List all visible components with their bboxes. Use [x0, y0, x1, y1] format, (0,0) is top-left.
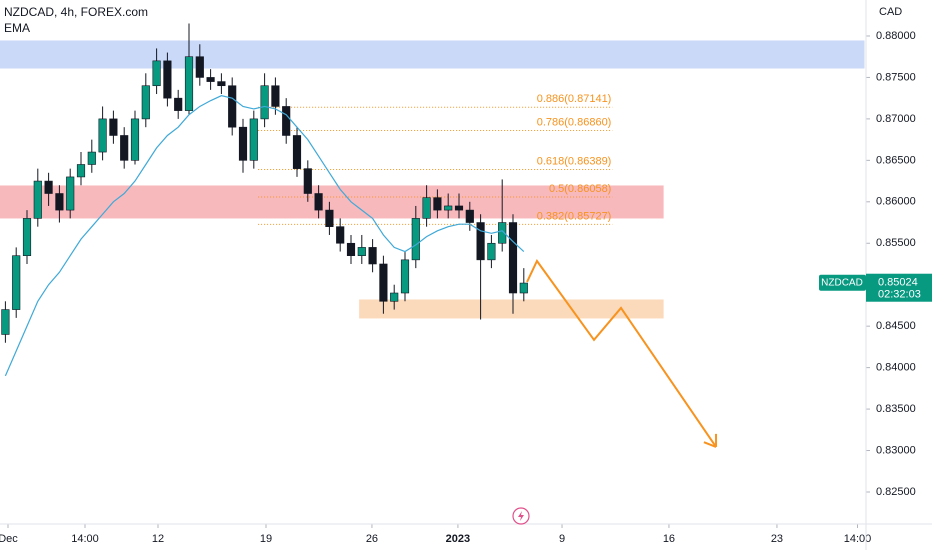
- candle-body: [120, 135, 128, 160]
- fib-label: 0.886(0.87141): [537, 93, 612, 105]
- x-tick-label: Dec: [0, 533, 18, 545]
- candle-body: [347, 243, 355, 255]
- last-price-label: 0.85024: [878, 277, 918, 289]
- candle-body: [401, 260, 409, 293]
- candle-body: [423, 198, 431, 219]
- candle-body: [174, 98, 182, 110]
- x-tick-label: 2023: [446, 533, 470, 545]
- y-tick-label: 0.87000: [876, 113, 916, 125]
- x-tick-label: 23: [771, 533, 783, 545]
- y-tick-label: 0.82500: [876, 486, 916, 498]
- candle-body: [434, 198, 442, 210]
- x-tick-label: 16: [663, 533, 675, 545]
- candle-body: [218, 82, 226, 86]
- y-tick-label: 0.88000: [876, 30, 916, 42]
- countdown-label: 02:32:03: [878, 289, 921, 301]
- candle-body: [66, 177, 74, 210]
- candle-body: [336, 227, 344, 244]
- y-tick-label: 0.84000: [876, 362, 916, 374]
- candle-body: [293, 135, 301, 168]
- candle-body: [282, 106, 290, 135]
- candle-body: [326, 210, 334, 227]
- candle-body: [444, 206, 452, 210]
- candle-body: [228, 86, 236, 127]
- candle-body: [196, 57, 204, 78]
- zone: [360, 300, 663, 318]
- candle-body: [45, 181, 53, 193]
- candle-body: [2, 310, 10, 335]
- candle-body: [509, 223, 517, 293]
- candle-body: [142, 86, 150, 119]
- candle-body: [110, 119, 118, 136]
- candle-body: [164, 61, 172, 98]
- symbol-label: NZDCAD: [821, 277, 863, 288]
- x-tick-label: 14:00: [844, 533, 872, 545]
- x-tick-label: 26: [366, 533, 378, 545]
- y-tick-label: 0.84500: [876, 320, 916, 332]
- candle-body: [88, 152, 96, 164]
- x-tick-label: 14:00: [71, 533, 99, 545]
- y-tick-label: 0.86000: [876, 196, 916, 208]
- candle-body: [455, 206, 463, 210]
- y-tick-label: 0.87500: [876, 71, 916, 83]
- candle-body: [304, 169, 312, 194]
- zone: [0, 41, 864, 68]
- candle-body: [477, 223, 485, 260]
- candle-body: [261, 86, 269, 119]
- candle-body: [390, 293, 398, 301]
- candle-body: [56, 194, 64, 211]
- candle-body: [131, 119, 139, 160]
- candle-body: [250, 119, 258, 160]
- candle-body: [488, 243, 496, 260]
- candle-body: [412, 218, 420, 259]
- fib-label: 0.382(0.85727): [537, 210, 612, 222]
- currency-label: CAD: [879, 6, 902, 18]
- y-tick-label: 0.83000: [876, 444, 916, 456]
- y-tick-label: 0.83500: [876, 403, 916, 415]
- fib-label: 0.786(0.86860): [537, 116, 612, 128]
- candle-body: [315, 194, 323, 211]
- candle-body: [380, 264, 388, 301]
- candle-body: [369, 247, 377, 264]
- candle-body: [466, 210, 474, 222]
- candle-body: [358, 247, 366, 255]
- indicator-label: EMA: [4, 21, 30, 35]
- x-tick-label: 19: [260, 533, 272, 545]
- x-tick-label: 12: [152, 533, 164, 545]
- candle-body: [34, 181, 42, 218]
- candle-body: [12, 256, 20, 310]
- chart-title: NZDCAD, 4h, FOREX.com: [4, 5, 148, 19]
- candle-body: [23, 218, 31, 255]
- fib-label: 0.618(0.86389): [537, 155, 612, 167]
- y-tick-label: 0.85500: [876, 237, 916, 249]
- candle-body: [520, 283, 528, 293]
- candle-body: [77, 164, 85, 176]
- candle-body: [239, 127, 247, 160]
- candle-body: [185, 57, 193, 111]
- y-tick-label: 0.86500: [876, 154, 916, 166]
- candle-body: [272, 86, 280, 107]
- fib-label: 0.5(0.86058): [549, 183, 611, 195]
- candle-body: [153, 61, 161, 86]
- candle-body: [99, 119, 107, 152]
- candle-body: [207, 77, 215, 81]
- x-tick-label: 9: [559, 533, 565, 545]
